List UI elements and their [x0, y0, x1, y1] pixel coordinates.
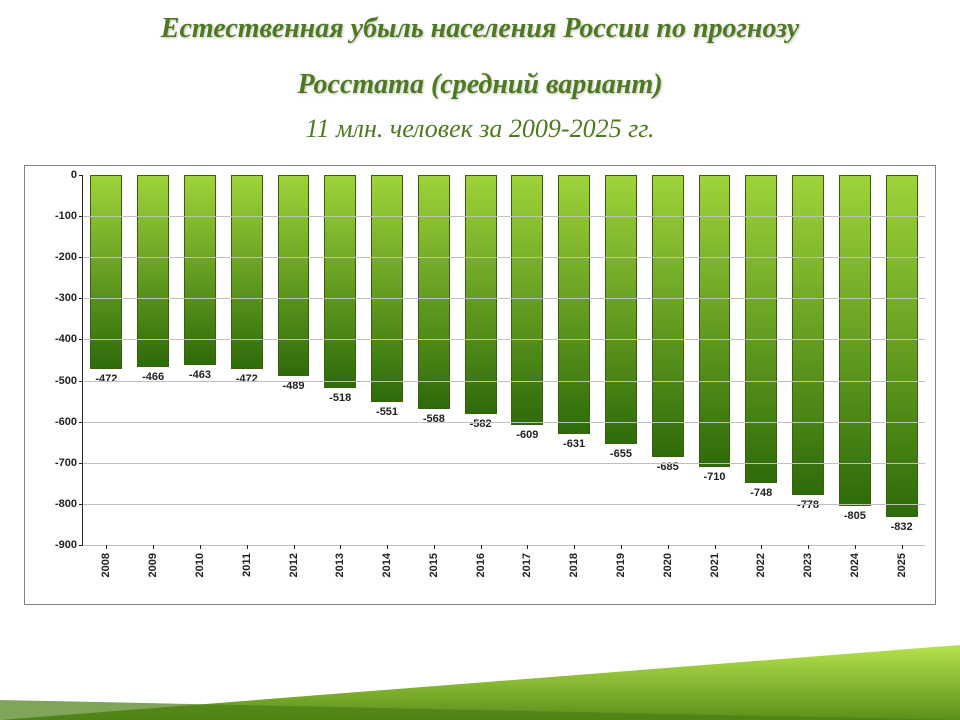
x-tick-label: 2018	[568, 553, 580, 577]
bar-value-label: -655	[610, 448, 632, 460]
x-tick-label: 2023	[802, 553, 814, 577]
x-tick-mark	[434, 545, 435, 549]
y-tick-label: -900	[55, 539, 83, 551]
subtitle: 11 млн. человек за 2009-2025 гг.	[0, 114, 960, 144]
slide: Естественная убыль населения России по п…	[0, 0, 960, 720]
bar-value-label: -631	[563, 438, 585, 450]
x-tick-mark	[902, 545, 903, 549]
x-tick-mark	[808, 545, 809, 549]
x-tick-label: 2020	[662, 553, 674, 577]
gridline	[83, 545, 925, 546]
x-tick-label: 2012	[288, 553, 300, 577]
y-tick-label: -100	[55, 210, 83, 222]
x-tick-mark	[668, 545, 669, 549]
bar	[745, 175, 777, 483]
y-tick-label: -600	[55, 416, 83, 428]
bar-value-label: -472	[236, 373, 258, 385]
title-line-1: Естественная убыль населения России по п…	[0, 0, 960, 48]
bar-value-label: -805	[844, 510, 866, 522]
x-tick-mark	[153, 545, 154, 549]
x-tick-label: 2014	[381, 553, 393, 577]
bar-value-label: -518	[329, 392, 351, 404]
bottom-triangle-decoration	[0, 645, 960, 720]
bar	[652, 175, 684, 457]
x-tick-label: 2009	[147, 553, 159, 577]
y-tick-label: -200	[55, 251, 83, 263]
bar-value-label: -748	[750, 487, 772, 499]
bar	[418, 175, 450, 409]
bar	[792, 175, 824, 495]
bar-value-label: -568	[423, 413, 445, 425]
bar	[278, 175, 310, 376]
chart: -472-466-463-472-489-518-551-568-582-609…	[24, 165, 936, 605]
x-tick-label: 2015	[428, 553, 440, 577]
bar-value-label: -551	[376, 406, 398, 418]
x-tick-label: 2013	[334, 553, 346, 577]
bar	[511, 175, 543, 425]
x-tick-mark	[294, 545, 295, 549]
x-tick-label: 2019	[615, 553, 627, 577]
bar-value-label: -463	[189, 369, 211, 381]
x-tick-label: 2021	[709, 553, 721, 577]
gridline	[83, 339, 925, 340]
bar	[371, 175, 403, 402]
x-tick-mark	[715, 545, 716, 549]
x-tick-mark	[855, 545, 856, 549]
bar	[839, 175, 871, 506]
bar-value-label: -609	[516, 429, 538, 441]
bar	[558, 175, 590, 434]
y-tick-label: -500	[55, 375, 83, 387]
bar-value-label: -582	[470, 418, 492, 430]
gridline	[83, 257, 925, 258]
gridline	[83, 504, 925, 505]
y-tick-label: -700	[55, 457, 83, 469]
x-tick-label: 2010	[194, 553, 206, 577]
y-tick-label: -400	[55, 333, 83, 345]
x-tick-mark	[106, 545, 107, 549]
title-line-2: Росстата (средний вариант)	[0, 66, 960, 104]
bar-value-label: -832	[891, 521, 913, 533]
x-tick-mark	[621, 545, 622, 549]
x-tick-mark	[387, 545, 388, 549]
y-tick-label: -300	[55, 292, 83, 304]
gridline	[83, 298, 925, 299]
bar-value-label: -710	[703, 471, 725, 483]
x-tick-mark	[761, 545, 762, 549]
bar	[465, 175, 497, 414]
x-tick-mark	[247, 545, 248, 549]
bar-value-label: -489	[282, 380, 304, 392]
bars-layer: -472-466-463-472-489-518-551-568-582-609…	[83, 175, 925, 545]
x-tick-mark	[340, 545, 341, 549]
x-tick-label: 2022	[755, 553, 767, 577]
x-tick-mark	[481, 545, 482, 549]
bar	[886, 175, 918, 517]
bar-value-label: -472	[95, 373, 117, 385]
x-tick-label: 2008	[100, 553, 112, 577]
plot-area: -472-466-463-472-489-518-551-568-582-609…	[82, 175, 925, 546]
x-tick-mark	[527, 545, 528, 549]
x-tick-label: 2025	[896, 553, 908, 577]
gridline	[83, 463, 925, 464]
bar	[137, 175, 169, 367]
y-tick-label: -800	[55, 498, 83, 510]
x-tick-mark	[200, 545, 201, 549]
x-tick-label: 2011	[241, 553, 253, 577]
bar	[699, 175, 731, 467]
x-tick-label: 2017	[521, 553, 533, 577]
x-tick-label: 2024	[849, 553, 861, 577]
gridline	[83, 422, 925, 423]
gridline	[83, 381, 925, 382]
y-tick-label: 0	[71, 169, 83, 181]
x-tick-mark	[574, 545, 575, 549]
bar	[324, 175, 356, 388]
x-tick-label: 2016	[475, 553, 487, 577]
bar	[184, 175, 216, 365]
gridline	[83, 216, 925, 217]
